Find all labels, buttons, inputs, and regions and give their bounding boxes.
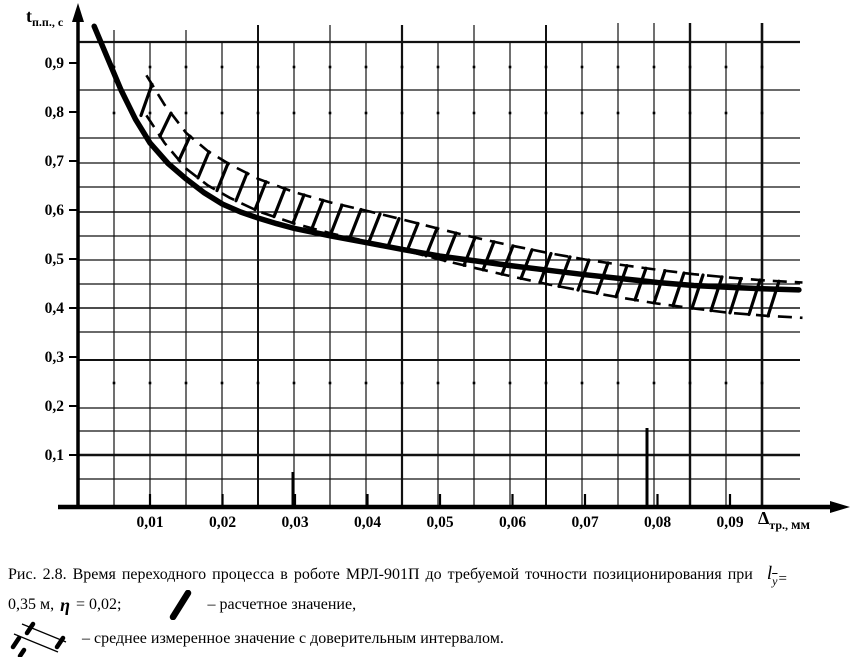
y-tick-label: 0,4 (45, 300, 65, 317)
figure-caption-line-1: Рис. 2.8. Время переходного процесса в р… (8, 562, 854, 589)
y-tick-label: 0,3 (45, 349, 65, 366)
x-tick-label: 0,08 (644, 514, 671, 531)
x-tick-label: 0,01 (136, 514, 163, 531)
y-axis-label: tп.п., с (26, 6, 64, 29)
formula-equals-sign: = (778, 571, 787, 587)
band-lower-boundary (145, 114, 803, 320)
x-tick-label: 0,07 (571, 514, 598, 531)
formula-l-symbol: l (766, 563, 773, 584)
x-axis-label: Δтр., мм (758, 508, 811, 533)
caption-l-value: 0,35 м, (8, 596, 55, 613)
y-tick-label: 0,6 (45, 202, 65, 219)
y-axis-arrow-icon (72, 3, 84, 22)
y-tick-label: 0,2 (45, 398, 65, 415)
x-axis-arrow-icon (830, 501, 850, 513)
mean-curve (91, 23, 802, 293)
x-tick-label: 0,03 (281, 514, 308, 531)
x-tick-label: 0,05 (426, 514, 453, 531)
legend-band-label: – среднее измеренное значение с доверите… (82, 630, 504, 647)
caption-text: Рис. 2.8. Время переходного процесса в р… (8, 566, 753, 583)
legend-solid-label: – расчетное значение, (207, 596, 357, 613)
x-tick-label: 0,06 (499, 514, 526, 531)
tick-labels: 0,01 0,02 0,03 0,04 0,05 0,06 0,07 0,08 0,09 0,9 0… (45, 55, 744, 531)
y-tick-label: 0,1 (45, 447, 64, 464)
formula-l-subscript: y (772, 574, 778, 588)
solid-line-legend-icon (170, 590, 192, 620)
figure-caption-line-3: – среднее измеренное значение с доверите… (8, 621, 504, 657)
y-tick-label: 0,5 (45, 251, 65, 268)
axes (58, 3, 850, 513)
y-tick-label: 0,9 (45, 55, 65, 72)
confidence-band-legend-icon (10, 621, 67, 657)
transient-time-chart: 0,01 0,02 0,03 0,04 0,05 0,06 0,07 0,08 0,09 0,9 0… (26, 3, 850, 533)
formula-l-ybar: ly= (766, 563, 787, 588)
figure-caption-line-2: 0,35 м, η = 0,02; – расчетное значение, (8, 590, 356, 620)
formula-eta-symbol: η (60, 594, 71, 615)
x-tick-label: 0,04 (354, 514, 381, 531)
x-tick-label: 0,09 (716, 514, 743, 531)
x-tick-label: 0,02 (209, 514, 236, 531)
y-tick-label: 0,7 (45, 153, 65, 170)
caption-eta-value: = 0,02; (76, 596, 122, 613)
y-tick-label: 0,8 (45, 104, 65, 121)
confidence-band (139, 74, 803, 320)
plot-grid (78, 23, 800, 505)
